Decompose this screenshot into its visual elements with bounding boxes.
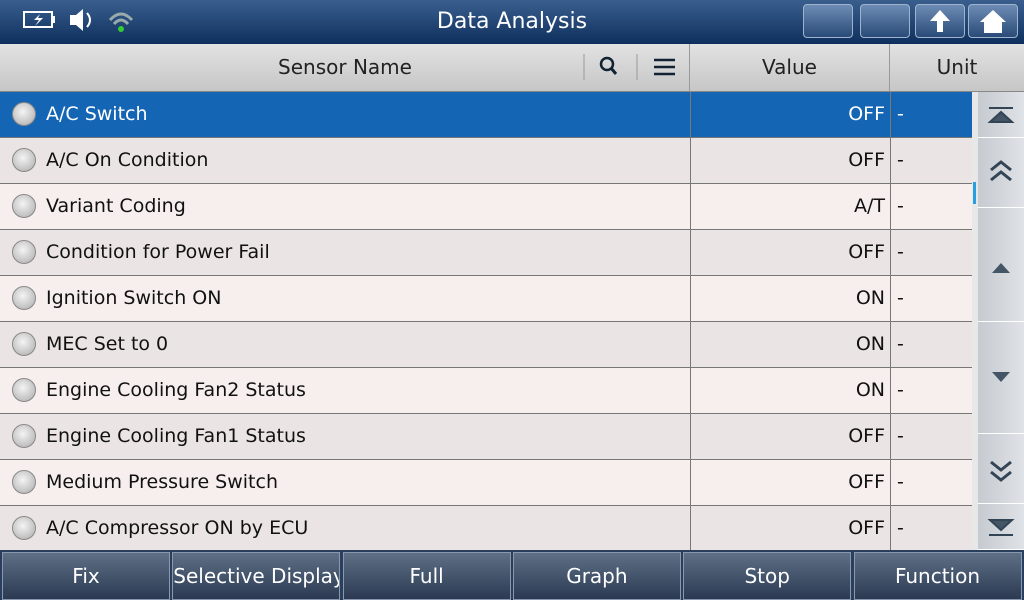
- table-row[interactable]: A/C On Condition OFF -: [0, 138, 972, 184]
- row-radio[interactable]: [12, 240, 36, 264]
- table-row[interactable]: Medium Pressure Switch OFF -: [0, 460, 972, 506]
- sensor-unit: -: [890, 184, 904, 229]
- row-radio[interactable]: [12, 470, 36, 494]
- scroll-top[interactable]: [978, 92, 1024, 138]
- sensor-value: ON: [690, 368, 885, 413]
- row-radio[interactable]: [12, 332, 36, 356]
- toolbar-button[interactable]: Graph: [512, 552, 681, 600]
- sensor-unit: -: [890, 322, 904, 367]
- toolbar-button[interactable]: Selective Display: [172, 552, 341, 600]
- bottom-bar: Fix Selective Display Full Graph Stop Functio…: [0, 550, 1024, 600]
- scrollbar: [972, 92, 978, 550]
- sensor-name: A/C Compressor ON by ECU: [46, 517, 309, 539]
- sensor-unit: -: [890, 460, 904, 505]
- table-row[interactable]: MEC Set to 0 ON -: [0, 322, 972, 368]
- table-row[interactable]: Ignition Switch ON ON -: [0, 276, 972, 322]
- sensor-unit: -: [890, 506, 904, 551]
- sensor-name: A/C On Condition: [46, 149, 209, 171]
- sensor-value: A/T: [690, 184, 885, 229]
- page-up[interactable]: [978, 138, 1024, 208]
- vehicle-info-button[interactable]: [803, 4, 853, 38]
- page-down[interactable]: [978, 434, 1024, 504]
- toolbar-button[interactable]: Fix: [2, 552, 170, 600]
- toolbar-button[interactable]: Function: [853, 552, 1022, 600]
- toolbar-button[interactable]: Full: [342, 552, 511, 600]
- header-cell[interactable]: Sensor Name: [0, 44, 690, 91]
- sensor-name: A/C Switch: [46, 103, 148, 125]
- sensor-name: Engine Cooling Fan2 Status: [46, 379, 306, 401]
- sensor-value: OFF: [690, 230, 885, 275]
- row-radio[interactable]: [12, 516, 36, 540]
- scroll-bottom[interactable]: [978, 504, 1024, 550]
- sensor-value: ON: [690, 276, 885, 321]
- top-bar: Data Analysis: [0, 0, 1024, 44]
- sensor-unit: -: [890, 368, 904, 413]
- report-button[interactable]: [860, 4, 910, 38]
- status-icons: [23, 9, 134, 32]
- sensor-value: ON: [690, 322, 885, 367]
- row-radio[interactable]: [12, 424, 36, 448]
- table-row[interactable]: Engine Cooling Fan1 Status OFF -: [0, 414, 972, 460]
- table-row[interactable]: Engine Cooling Fan2 Status ON -: [0, 368, 972, 414]
- table-row[interactable]: A/C Compressor ON by ECU OFF -: [0, 506, 972, 552]
- home-button[interactable]: [968, 4, 1018, 38]
- row-radio[interactable]: [12, 286, 36, 310]
- sensor-name: MEC Set to 0: [46, 333, 169, 355]
- line-down[interactable]: [978, 322, 1024, 434]
- sensor-value: OFF: [690, 460, 885, 505]
- back-button[interactable]: [915, 4, 965, 38]
- column-name[interactable]: Unit: [936, 55, 978, 79]
- row-radio[interactable]: [12, 378, 36, 402]
- sensor-unit: -: [890, 92, 904, 137]
- title: Data Analysis: [436, 9, 588, 34]
- line-up[interactable]: [978, 208, 1024, 322]
- column-name: Sensor Name: [278, 55, 412, 79]
- sensor-value: OFF: [690, 138, 885, 183]
- sensor-unit: -: [890, 230, 904, 275]
- scroll-nav: [978, 92, 1024, 550]
- table-row[interactable]: Condition for Power Fail OFF -: [0, 230, 972, 276]
- sensor-name: Condition for Power Fail: [46, 241, 270, 263]
- toolbar-button[interactable]: Stop: [683, 552, 852, 600]
- sensor-unit: -: [890, 138, 904, 183]
- sensor-value: OFF: [690, 414, 885, 459]
- column-name[interactable]: Value: [690, 44, 890, 91]
- row-radio[interactable]: [12, 102, 36, 126]
- table-row[interactable]: A/C Switch OFF -: [0, 92, 972, 138]
- sensor-value: OFF: [690, 92, 885, 137]
- table-header: Sensor Name Value Unit: [0, 44, 1024, 92]
- sensor-name: Variant Coding: [46, 195, 186, 217]
- header-icons[interactable]: [582, 44, 692, 91]
- sensor-unit: -: [890, 414, 904, 459]
- sensor-unit: -: [890, 276, 904, 321]
- sensor-name: Engine Cooling Fan1 Status: [46, 425, 306, 447]
- sensor-value: OFF: [690, 506, 885, 551]
- table-row[interactable]: Variant Coding A/T -: [0, 184, 972, 230]
- sensor-name: Ignition Switch ON: [46, 287, 222, 309]
- sensor-name: Medium Pressure Switch: [46, 471, 278, 493]
- row-radio[interactable]: [12, 148, 36, 172]
- row-radio[interactable]: [12, 194, 36, 218]
